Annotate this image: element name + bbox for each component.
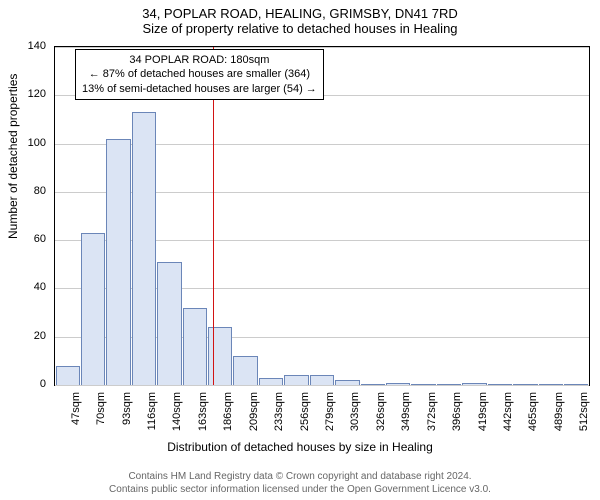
bar xyxy=(513,384,537,385)
plot-area: 34 POPLAR ROAD: 180sqm ← 87% of detached… xyxy=(54,46,590,386)
y-tick-label: 80 xyxy=(34,185,46,197)
bar xyxy=(462,383,486,385)
x-tick-label: 256sqm xyxy=(299,392,311,431)
bar xyxy=(539,384,563,385)
x-tick-label: 303sqm xyxy=(349,392,361,431)
copyright-line1: Contains HM Land Registry data © Crown c… xyxy=(0,471,600,484)
bar xyxy=(411,384,435,385)
annotation-line1: 34 POPLAR ROAD: 180sqm xyxy=(82,53,317,67)
y-tick-label: 140 xyxy=(28,40,46,52)
bar xyxy=(310,375,334,385)
bar xyxy=(284,375,308,385)
x-tick-label: 93sqm xyxy=(121,392,133,425)
x-ticks: 47sqm 70sqm 93sqm 116sqm 140sqm 163sqm 186sqm 2… xyxy=(54,388,590,438)
y-tick-label: 0 xyxy=(40,378,46,390)
bar xyxy=(335,380,359,385)
x-tick-label: 70sqm xyxy=(95,392,107,425)
y-ticks: 020406080100120140 xyxy=(0,46,50,386)
x-tick-label: 419sqm xyxy=(477,392,489,431)
bar xyxy=(233,356,257,385)
annotation-box: 34 POPLAR ROAD: 180sqm ← 87% of detached… xyxy=(75,49,324,100)
x-tick-label: 489sqm xyxy=(553,392,565,431)
x-tick-label: 140sqm xyxy=(171,392,183,431)
x-tick-label: 233sqm xyxy=(273,392,285,431)
y-tick-label: 100 xyxy=(28,137,46,149)
x-tick-label: 512sqm xyxy=(578,392,590,431)
bar xyxy=(56,366,80,385)
main-title: 34, POPLAR ROAD, HEALING, GRIMSBY, DN41 … xyxy=(0,6,600,21)
grid-line xyxy=(55,385,589,386)
x-tick-label: 186sqm xyxy=(222,392,234,431)
bar xyxy=(386,383,410,385)
bar xyxy=(183,308,207,385)
x-tick-label: 396sqm xyxy=(451,392,463,431)
bar xyxy=(157,262,181,385)
x-tick-label: 279sqm xyxy=(324,392,336,431)
y-tick-label: 120 xyxy=(28,88,46,100)
chart-container: 34, POPLAR ROAD, HEALING, GRIMSBY, DN41 … xyxy=(0,0,600,500)
x-axis-label: Distribution of detached houses by size … xyxy=(0,440,600,454)
bar xyxy=(564,384,588,385)
x-tick-label: 209sqm xyxy=(248,392,260,431)
plot-outer: Number of detached properties 0204060801… xyxy=(0,46,600,446)
y-tick-label: 20 xyxy=(34,330,46,342)
copyright-line2: Contains public sector information licen… xyxy=(0,484,600,497)
bar xyxy=(106,139,130,385)
bar xyxy=(259,378,283,385)
y-tick-label: 40 xyxy=(34,281,46,293)
sub-title: Size of property relative to detached ho… xyxy=(0,21,600,36)
bar xyxy=(488,384,512,385)
title-area: 34, POPLAR ROAD, HEALING, GRIMSBY, DN41 … xyxy=(0,0,600,36)
bar xyxy=(81,233,105,385)
x-tick-label: 116sqm xyxy=(146,392,158,430)
x-tick-label: 349sqm xyxy=(400,392,412,431)
annotation-line2: ← 87% of detached houses are smaller (36… xyxy=(82,67,317,81)
x-tick-label: 47sqm xyxy=(70,392,82,425)
x-tick-label: 372sqm xyxy=(426,392,438,431)
bar xyxy=(437,384,461,385)
y-tick-label: 60 xyxy=(34,233,46,245)
x-tick-label: 442sqm xyxy=(502,392,514,431)
annotation-line3: 13% of semi-detached houses are larger (… xyxy=(82,82,317,96)
x-tick-label: 465sqm xyxy=(527,392,539,431)
bar xyxy=(132,112,156,385)
x-tick-label: 163sqm xyxy=(197,392,209,431)
copyright: Contains HM Land Registry data © Crown c… xyxy=(0,471,600,496)
x-tick-label: 326sqm xyxy=(375,392,387,431)
bar xyxy=(361,384,385,385)
